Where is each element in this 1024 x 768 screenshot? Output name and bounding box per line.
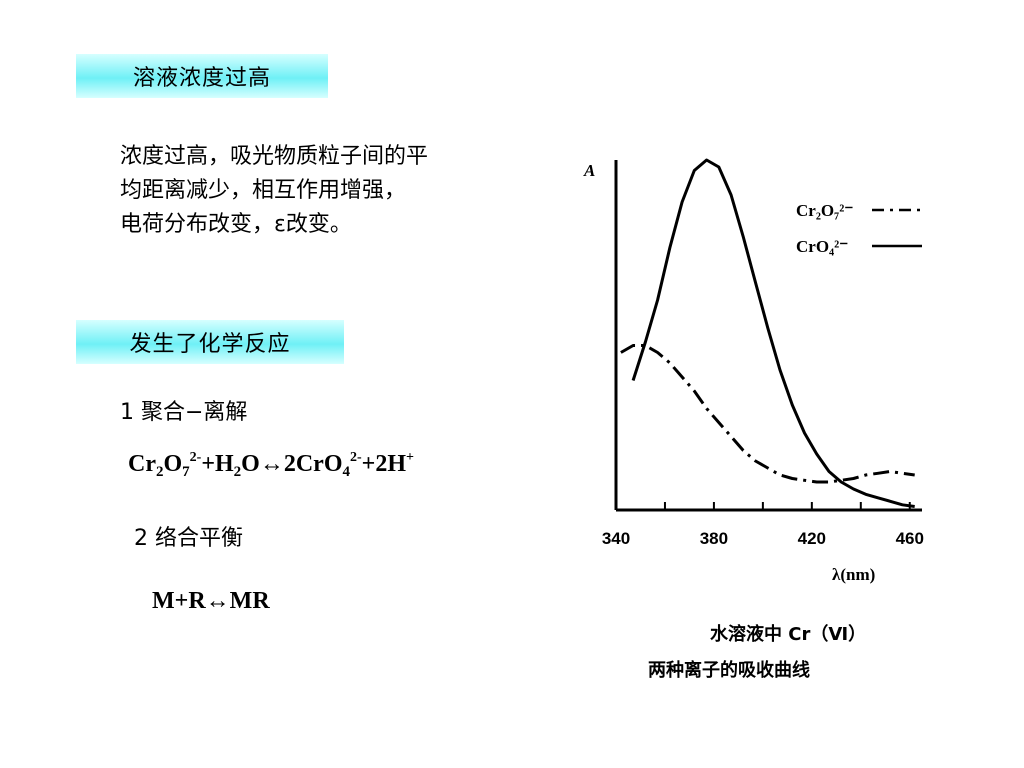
- heading-concentration: 溶液浓度过高: [76, 54, 328, 98]
- y-axis-label: A: [583, 161, 595, 180]
- item-polymerization: 1 聚合−离解: [120, 400, 248, 425]
- chart-caption-line-1: 水溶液中 Cr（Ⅵ）: [710, 624, 867, 645]
- legend-label-2: CrO₄²⁻: [796, 237, 848, 256]
- chart-series: [620, 158, 915, 508]
- series-line-2: [620, 344, 915, 484]
- x-tick-label: 340: [602, 529, 630, 548]
- x-tick-label: 380: [700, 529, 728, 548]
- x-tick-label: 460: [896, 529, 924, 548]
- complex-equation: M+R↔MR: [152, 588, 270, 614]
- explanation-line-3: 电荷分布改变，ε改变。: [120, 212, 352, 237]
- absorption-chart: Aλ(nm) 340 380 420 460 Cr₂O₇²⁻ CrO₄²⁻: [583, 158, 924, 584]
- concentration-explanation: 浓度过高，吸光物质粒子间的平 均距离减少，相互作用增强， 电荷分布改变，ε改变。: [120, 140, 540, 242]
- dichromate-equation: Cr2O72-+H2O↔2CrO42-+2H+: [128, 450, 414, 480]
- item-complexation: 2 络合平衡: [134, 526, 243, 551]
- chart-axes: Aλ(nm): [583, 160, 922, 584]
- x-tick-label: 420: [798, 529, 826, 548]
- heading-chemical-reaction-text: 发生了化学反应: [129, 332, 291, 357]
- x-axis-label: λ(nm): [832, 565, 875, 584]
- heading-chemical-reaction: 发生了化学反应: [76, 320, 344, 364]
- explanation-line-1: 浓度过高，吸光物质粒子间的平: [120, 144, 429, 169]
- chart-legend: Cr₂O₇²⁻ CrO₄²⁻: [796, 201, 922, 256]
- chart-caption-line-2: 两种离子的吸收曲线: [648, 660, 810, 681]
- series-line-1: [631, 158, 915, 508]
- legend-label-1: Cr₂O₇²⁻: [796, 201, 853, 220]
- heading-concentration-text: 溶液浓度过高: [132, 66, 271, 91]
- chart-ticks: 340 380 420 460: [602, 502, 924, 548]
- explanation-line-2: 均距离减少，相互作用增强，: [120, 178, 407, 203]
